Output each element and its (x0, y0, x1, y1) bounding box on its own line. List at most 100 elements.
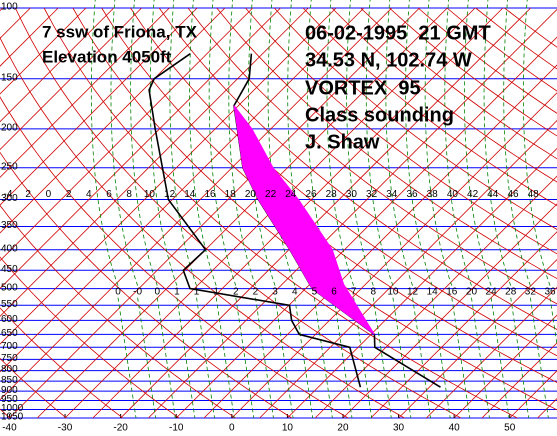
sounding-type: Class sounding (305, 104, 454, 126)
temperature-label: 50 (504, 423, 516, 434)
elevation: Elevation 4050ft (42, 47, 172, 66)
moist-adiabat (267, 0, 296, 286)
dry-adiabat (504, 7, 557, 48)
moist-adiabat (346, 0, 374, 286)
moist-adiabat (169, 0, 197, 286)
upper-label: 48 (528, 189, 540, 200)
mixing-ratio-label: 2 (233, 286, 239, 297)
isotherm (0, 7, 198, 206)
dry-adiabat (302, 7, 557, 207)
pressure-label: 200 (1, 123, 18, 134)
pressure-label: 1050 (1, 412, 24, 423)
dry-adiabat (0, 96, 349, 419)
dry-adiabat (0, 256, 180, 419)
upper-label: 20 (245, 189, 257, 200)
mixing-ratio-label: 6 (331, 286, 337, 297)
dry-adiabat (216, 7, 557, 279)
upper-label: 12 (164, 189, 176, 200)
upper-label: 36 (406, 189, 418, 200)
dry-adiabat (15, 7, 462, 419)
dry-adiabat (245, 7, 557, 255)
pressure-label: 500 (1, 282, 18, 293)
mixing-ratio-line (117, 297, 137, 419)
upper-label: 38 (427, 189, 439, 200)
upper-label: 34 (386, 189, 398, 200)
moist-adiabat (306, 0, 335, 286)
temperature-label: -10 (169, 423, 184, 434)
pressure-label: 850 (1, 375, 18, 386)
pressure-label: 250 (1, 161, 18, 172)
mixing-ratio-label: 0 (115, 286, 121, 297)
isotherm (148, 8, 557, 419)
mixing-ratio-label: 20 (466, 286, 478, 297)
mixing-ratio-line (529, 297, 549, 419)
upper-label: 0 (46, 189, 52, 200)
dry-adiabat (0, 307, 123, 419)
mixing-ratio-line (490, 297, 510, 419)
mixing-ratio-line (137, 297, 157, 419)
upper-label: -4 (4, 189, 13, 200)
station: 7 ssw of Friona, TX (42, 22, 198, 41)
dry-adiabat (0, 204, 236, 419)
project: VORTEX 95 (305, 77, 421, 99)
pressure-label: 650 (1, 328, 18, 339)
isotherm (175, 36, 557, 419)
mixing-ratio-line (156, 297, 176, 419)
upper-label: 8 (126, 189, 132, 200)
moist-adiabat (424, 0, 453, 286)
isotherm (0, 7, 337, 345)
mixing-ratio-label: 10 (387, 286, 399, 297)
moist-adiabat (189, 0, 217, 286)
moist-adiabat (326, 0, 355, 286)
moist-adiabat (365, 0, 394, 286)
upper-label: 14 (184, 189, 196, 200)
pressure-label: 550 (1, 299, 18, 310)
upper-label: 42 (467, 189, 479, 200)
pressure-label: 800 (1, 364, 18, 375)
cape-area (233, 105, 375, 335)
isotherm (509, 370, 557, 419)
temperature-label: 0 (229, 423, 235, 434)
mixing-ratio-line (294, 297, 314, 419)
isotherm (9, 7, 420, 419)
grid (0, 0, 557, 419)
mixing-ratio-line (215, 297, 235, 419)
mixing-ratio-line (353, 297, 373, 419)
date-time: 06-02-1995 21 GMT (305, 22, 491, 44)
pressure-label: 450 (1, 264, 18, 275)
mixing-ratio-label: -0 (133, 286, 142, 297)
upper-label: 16 (204, 189, 216, 200)
isotherm (342, 203, 557, 419)
moist-adiabat (503, 0, 531, 286)
temperature-label: -40 (2, 423, 17, 434)
moist-adiabat (464, 0, 492, 286)
upper-label: 22 (265, 189, 277, 200)
isotherm (0, 7, 281, 290)
mixing-ratio-line (392, 297, 412, 419)
pressure-label: 900 (1, 385, 18, 396)
temperature-label: 30 (393, 423, 405, 434)
dry-adiabat (72, 7, 557, 411)
upper-label: 6 (106, 189, 112, 200)
mixing-ratio-line (412, 297, 431, 419)
dry-adiabat (0, 357, 67, 419)
isotherm (120, 7, 531, 419)
temperature-label: -20 (113, 423, 128, 434)
mixing-ratio-label: 1 (174, 286, 180, 297)
isotherm (0, 7, 87, 95)
dry-adiabat (158, 7, 557, 330)
temperature-label: 40 (449, 423, 461, 434)
mixing-ratio-line (372, 297, 392, 419)
mixing-ratio-label: 7 (351, 286, 357, 297)
upper-label: 24 (285, 189, 297, 200)
mixing-ratio-label: 2 (253, 286, 259, 297)
upper-label: 30 (346, 189, 358, 200)
temperature-label: 10 (282, 423, 294, 434)
isotherm (314, 175, 557, 419)
mixing-ratio-label: 12 (407, 286, 419, 297)
pressure-label: 350 (1, 220, 18, 231)
mixing-ratio-line (255, 297, 274, 419)
isotherm (481, 342, 557, 419)
isotherm (0, 7, 309, 317)
